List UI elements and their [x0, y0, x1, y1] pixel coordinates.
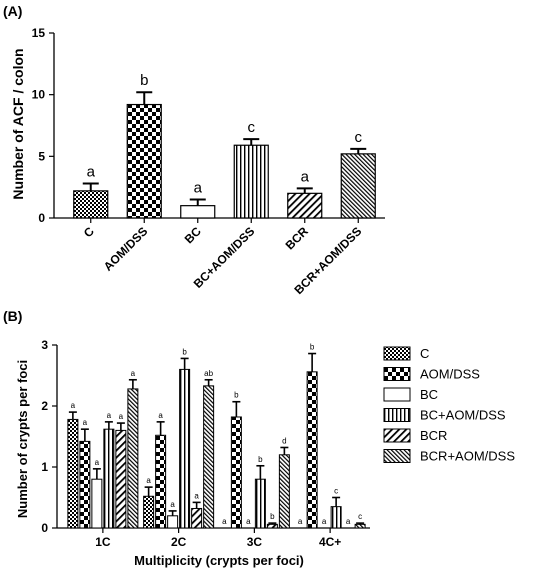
legend-label: BC+AOM/DSS	[420, 408, 506, 423]
significance-letter: a	[158, 411, 163, 420]
legend-swatch-AOM/DSS	[383, 367, 411, 381]
significance-letter: a	[83, 418, 88, 427]
bar-BCR+AOM/DSS-1C	[127, 388, 139, 529]
bar-BCR	[287, 192, 323, 219]
significance-letter: a	[322, 517, 327, 526]
significance-letter: b	[234, 391, 239, 400]
significance-letter: a	[146, 476, 151, 485]
bar-BC+AOM/DSS-4C+	[330, 506, 342, 529]
bar-C-2C	[143, 495, 155, 529]
panel-b-label: (B)	[3, 308, 22, 324]
y-tick-label: 0	[38, 211, 45, 225]
legend-swatch-BCR	[383, 428, 411, 443]
y-tick-label: 1	[41, 460, 48, 474]
x-tick-label: BC	[182, 224, 204, 246]
bar-BCR+AOM/DSS-2C	[203, 385, 215, 529]
significance-letter: a	[194, 491, 199, 500]
y-tick-label: 0	[41, 521, 48, 535]
significance-letter: b	[270, 512, 275, 521]
bar-BC+AOM/DSS	[233, 144, 269, 219]
significance-letter: c	[355, 129, 363, 146]
legend-swatch-BC	[383, 387, 411, 402]
bar-BC-2C	[167, 515, 179, 529]
bar-AOM/DSS-3C	[230, 416, 242, 529]
legend-swatch-C	[383, 346, 411, 361]
legend-label: C	[420, 346, 429, 361]
legend-label: AOM/DSS	[420, 367, 480, 382]
y-tick-label: 5	[38, 149, 45, 163]
significance-letter: b	[140, 72, 148, 89]
bar-BCR+AOM/DSS-4C+	[354, 523, 366, 529]
significance-letter: a	[346, 517, 351, 526]
significance-letter: b	[182, 347, 187, 356]
legend-swatch-BCR+AOM/DSS	[383, 449, 411, 463]
panel-a-label: (A)	[3, 3, 22, 19]
bar-C-1C	[67, 418, 79, 529]
y-tick-label: 15	[32, 26, 46, 40]
bar-BCR-3C	[266, 523, 278, 529]
significance-letter: a	[119, 412, 124, 421]
significance-letter: a	[107, 411, 112, 420]
x-tick-label: 2C	[171, 535, 187, 549]
significance-letter: a	[194, 180, 203, 197]
bar-BC+AOM/DSS-2C	[179, 368, 191, 529]
x-tick-label: 3C	[247, 535, 263, 549]
bar-BC-1C	[91, 478, 103, 529]
bar-AOM/DSS	[126, 103, 162, 219]
significance-letter: d	[282, 436, 286, 445]
significance-letter: a	[71, 401, 76, 410]
x-tick-label: AOM/DSS	[101, 224, 151, 274]
significance-letter: b	[310, 343, 315, 352]
significance-letter: a	[301, 168, 310, 185]
panel-b-y-axis-title: Number of crypts per foci	[15, 360, 30, 518]
significance-letter: a	[131, 369, 136, 378]
panel-a-y-axis-title: Number of ACF / colon	[10, 48, 26, 199]
legend-label: BCR	[420, 428, 447, 443]
panel-b-x-axis-title: Multiplicity (crypts per foci)	[134, 553, 304, 568]
y-tick-label: 10	[32, 88, 46, 102]
x-tick-label: 1C	[95, 535, 111, 549]
bar-BC	[180, 205, 216, 219]
significance-letter: c	[334, 487, 338, 496]
legend-label: BC	[420, 387, 438, 402]
significance-letter: a	[298, 517, 303, 526]
significance-letter: ab	[204, 369, 213, 378]
bar-BC+AOM/DSS-3C	[254, 478, 266, 529]
significance-letter: a	[87, 163, 96, 180]
bar-BCR-2C	[191, 507, 203, 529]
y-tick-label: 3	[41, 338, 48, 352]
bar-AOM/DSS-2C	[155, 434, 167, 529]
significance-letter: a	[95, 458, 100, 467]
significance-letter: c	[248, 119, 256, 136]
x-tick-label: 4C+	[319, 535, 341, 549]
significance-letter: b	[258, 455, 263, 464]
significance-letter: a	[246, 517, 251, 526]
bar-BCR+AOM/DSS	[340, 153, 376, 219]
x-tick-label: C	[81, 224, 97, 240]
legend-label: BCR+AOM/DSS	[420, 449, 515, 464]
significance-letter: a	[170, 500, 175, 509]
panel-a-chart: 051015aCbAOM/DSSaBCcBC+AOM/DSSaBCRcBCR+A…	[32, 26, 385, 297]
panel-b-legend: C AOM/DSS BC BC+AOM/DSS BCR BCR+AOM/DSS	[383, 346, 515, 464]
bar-AOM/DSS-4C+	[306, 371, 318, 529]
bar-C	[73, 190, 109, 219]
bar-BCR-1C	[115, 429, 127, 529]
significance-letter: a	[222, 517, 227, 526]
bar-AOM/DSS-1C	[79, 440, 91, 529]
y-tick-label: 2	[41, 399, 48, 413]
bar-BC+AOM/DSS-1C	[103, 428, 115, 529]
x-tick-label: BCR	[283, 224, 312, 253]
significance-letter: c	[358, 512, 362, 521]
bar-BCR+AOM/DSS-3C	[278, 454, 290, 529]
legend-swatch-BC+AOM/DSS	[383, 408, 411, 422]
